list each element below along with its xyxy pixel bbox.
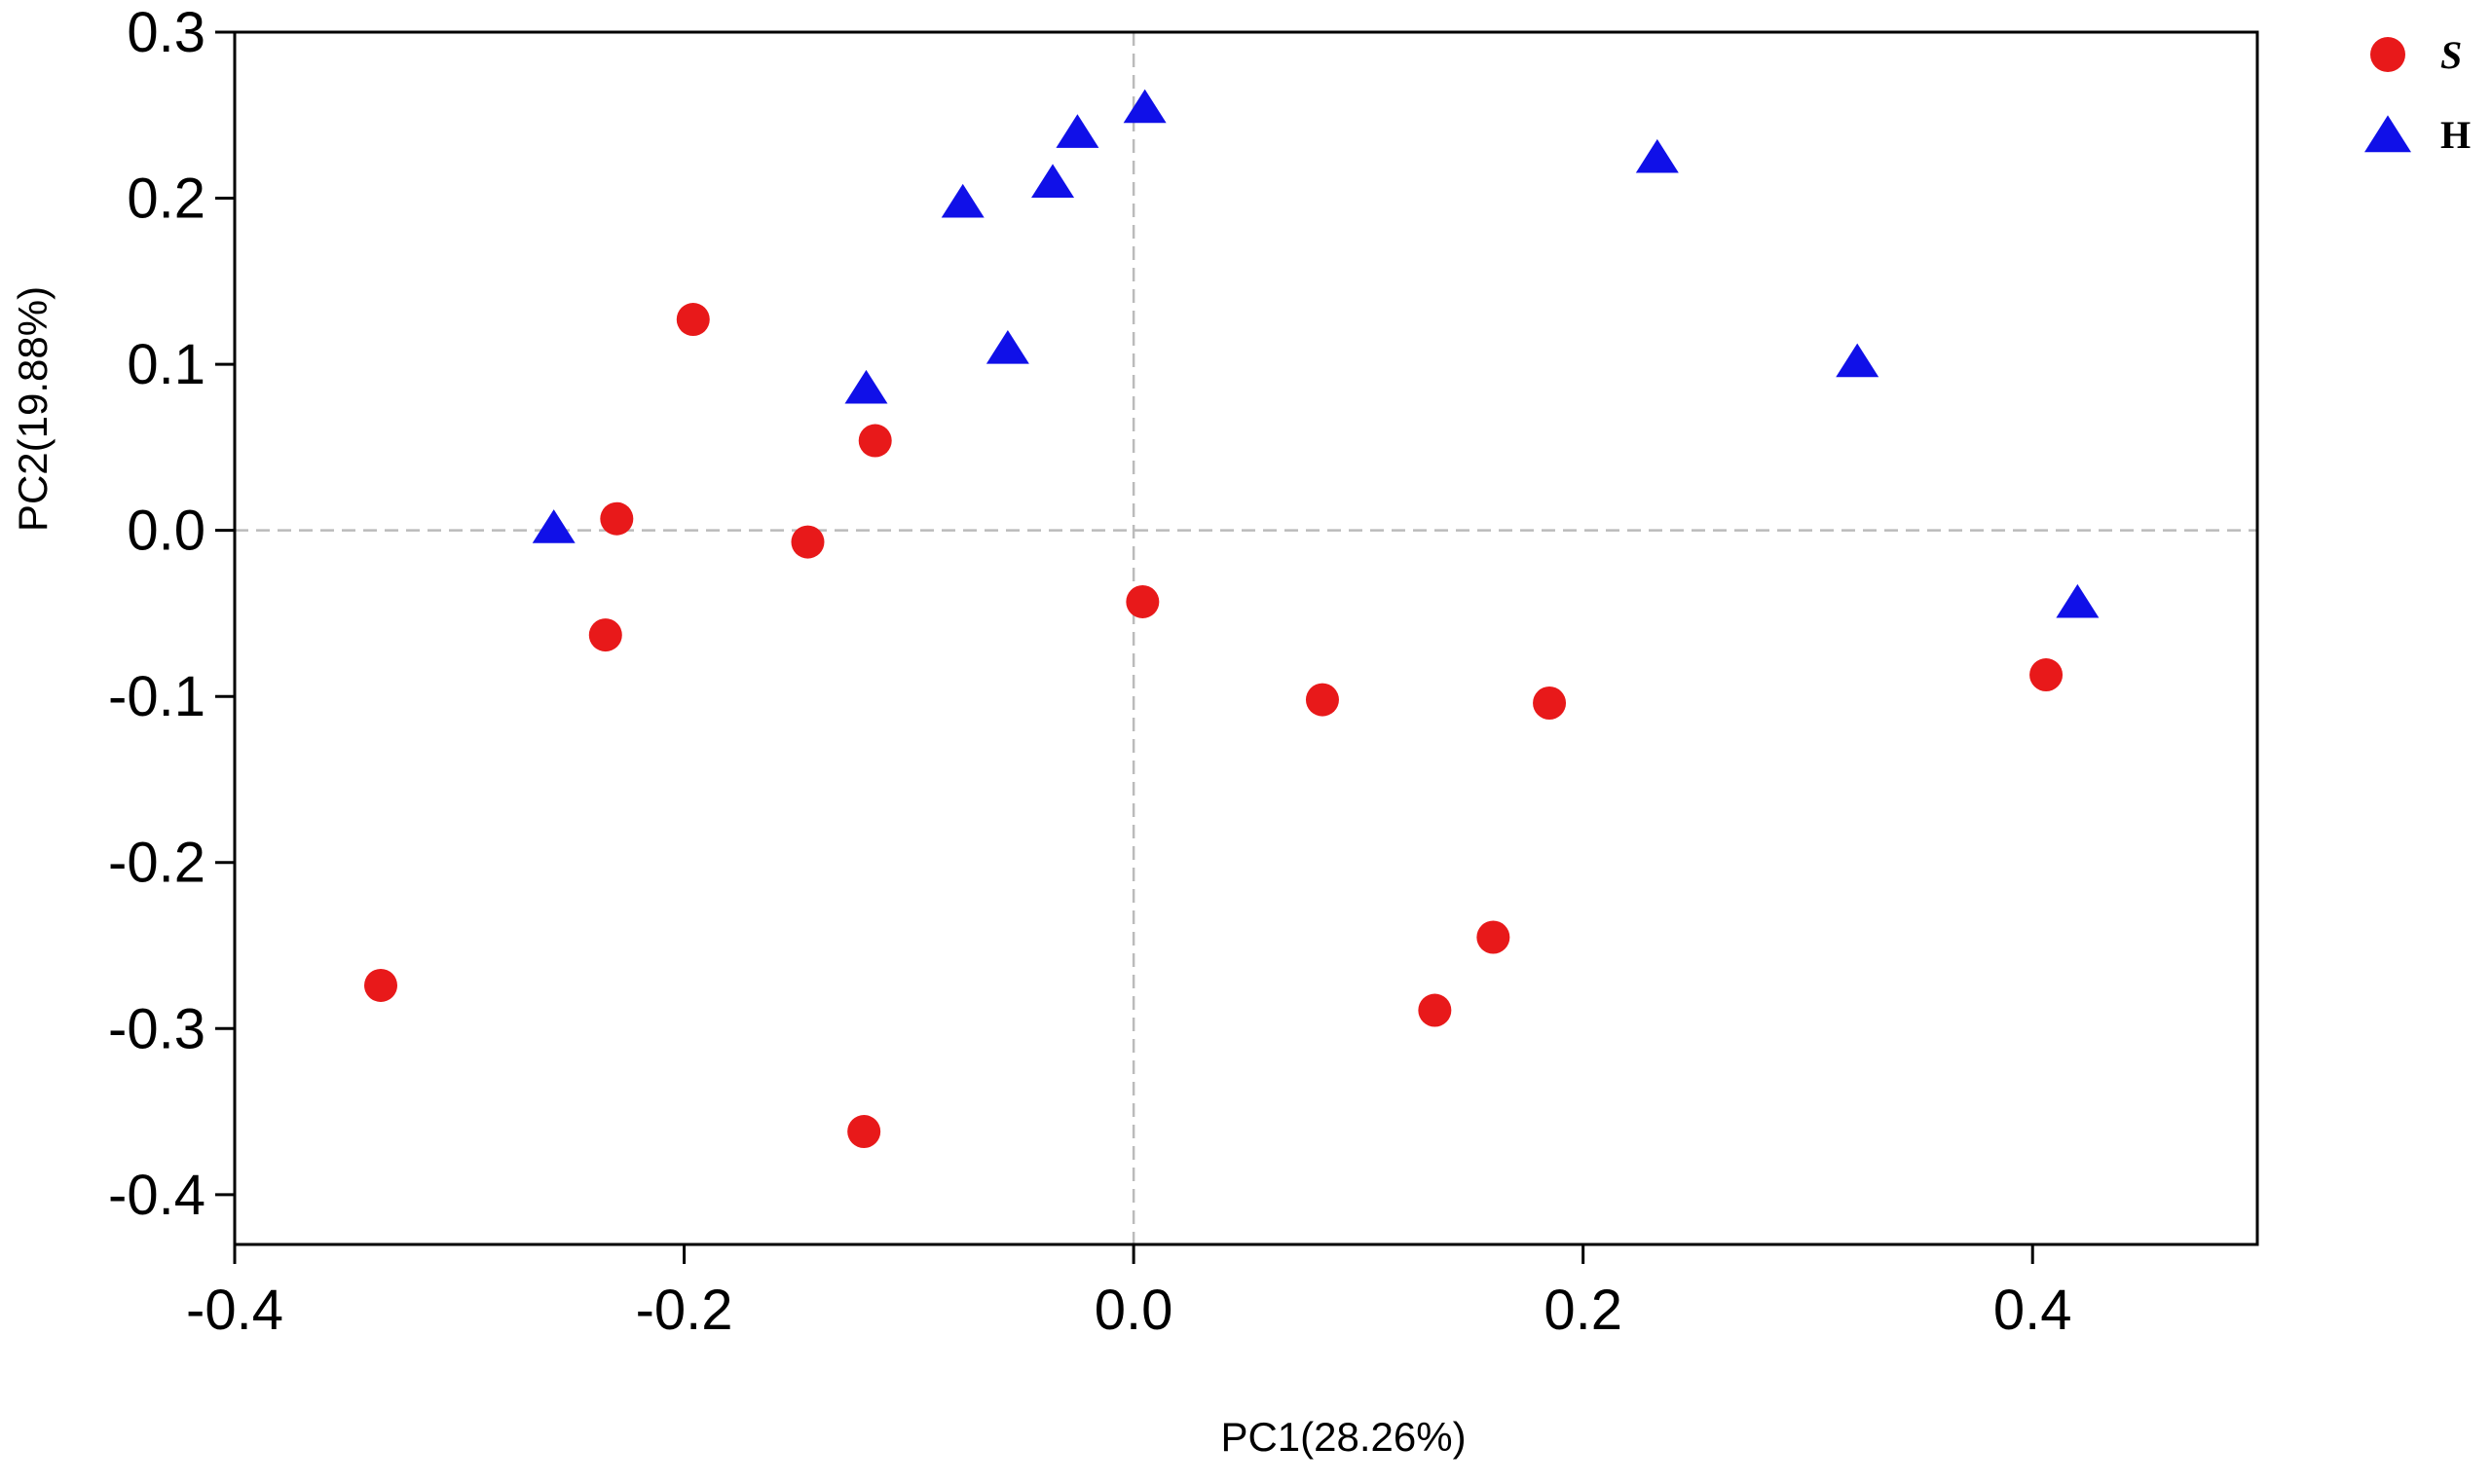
point-S — [588, 618, 622, 652]
x-tick-label: 0.2 — [1544, 1279, 1622, 1342]
y-tick-label: 0.1 — [127, 333, 205, 396]
reference-lines — [235, 32, 2257, 1244]
x-tick-label: -0.4 — [186, 1279, 283, 1342]
point-S — [364, 968, 398, 1002]
point-S — [676, 303, 710, 337]
x-axis-title: PC1(28.26%) — [1220, 1414, 1466, 1460]
x-tick-label: 0.0 — [1095, 1279, 1173, 1342]
point-S — [1305, 683, 1339, 717]
y-tick-label: -0.1 — [108, 665, 205, 728]
point-H — [941, 183, 985, 218]
legend: SH — [2364, 33, 2471, 157]
legend-label: S — [2440, 33, 2462, 77]
point-S — [858, 424, 892, 458]
series-H — [532, 89, 2100, 618]
point-S — [1533, 686, 1567, 721]
point-H — [2056, 583, 2100, 618]
y-axis-title: PC2(19.88%) — [10, 286, 56, 532]
y-tick-label: -0.4 — [108, 1164, 205, 1227]
point-S — [1126, 584, 1160, 618]
point-S — [847, 1115, 881, 1149]
plot-frame — [233, 30, 2259, 1246]
series-S — [364, 303, 2064, 1149]
point-S — [791, 525, 825, 559]
legend-marker — [2364, 115, 2411, 153]
x-tick-label: 0.4 — [1993, 1279, 2072, 1342]
point-H — [1836, 343, 1879, 378]
y-axis: 0.3 0.2 0.1 0.0 -0.1 -0.2 -0.3 -0.4 — [108, 1, 235, 1227]
legend-item-H: H — [2364, 113, 2471, 157]
point-H — [1056, 114, 1099, 148]
x-tick-label: -0.2 — [636, 1279, 733, 1342]
legend-item-S: S — [2370, 33, 2462, 77]
point-S — [2029, 658, 2064, 692]
y-tick-label: 0.0 — [127, 500, 205, 563]
y-tick-label: -0.3 — [108, 997, 205, 1060]
legend-marker — [2370, 37, 2405, 72]
y-tick-label: -0.2 — [108, 832, 205, 895]
point-H — [986, 329, 1029, 364]
x-axis: -0.4 -0.2 0.0 0.2 0.4 — [186, 1244, 2072, 1342]
point-H — [844, 369, 888, 404]
point-S — [1418, 993, 1452, 1027]
y-tick-label: 0.2 — [127, 167, 205, 231]
point-H — [1031, 164, 1075, 199]
y-tick-label: 0.3 — [127, 1, 205, 64]
legend-label: H — [2440, 113, 2471, 157]
point-H — [1635, 138, 1679, 173]
data-points — [364, 89, 2100, 1149]
point-S — [1476, 920, 1510, 954]
point-S — [600, 501, 634, 536]
point-H — [1123, 89, 1167, 124]
point-H — [532, 509, 576, 543]
